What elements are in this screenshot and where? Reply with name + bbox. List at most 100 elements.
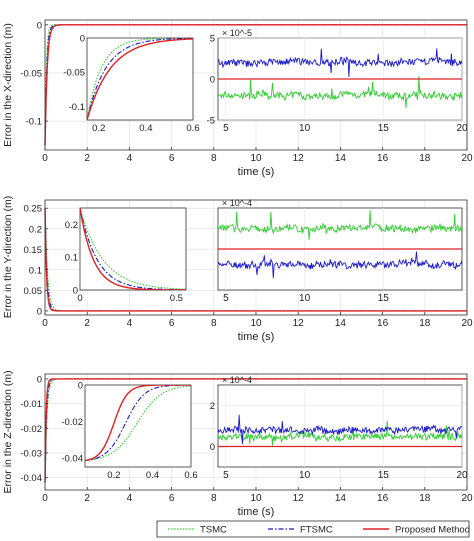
inset-y-tick-label: 0.1 <box>65 253 78 264</box>
inset-exponent-label: × 10^-4 <box>222 198 252 208</box>
legend-label-1: TSMC <box>200 525 227 536</box>
inset-transient: 0 0.5 0 0.1 0.2 <box>65 207 187 304</box>
x-tick-label: 2 <box>84 493 90 504</box>
inset-x-tick-label: 10 <box>299 470 311 481</box>
inset-frame <box>86 37 194 121</box>
inset-x-tick-label: 5 <box>223 470 229 481</box>
y-tick-label: -0.01 <box>20 399 42 410</box>
x-tick-label: 4 <box>127 318 133 329</box>
inset-series <box>87 38 193 120</box>
panel-3: 0 2 4 6 8 10 12 14 16 18 200-0.01-0.02-0.03-0.04ti… <box>2 370 473 518</box>
inset-x-tick-label: 0.2 <box>107 470 120 481</box>
inset-series-tsmc <box>218 420 462 446</box>
inset-x-tick-label: 0.4 <box>146 470 159 481</box>
inset-y-tick-label: 2 <box>210 401 215 412</box>
y-tick-label: 0.1 <box>29 265 42 276</box>
x-tick-label: 4 <box>127 153 133 164</box>
inset-y-tick-label: -0.02 <box>61 417 83 428</box>
inset-y-tick-label: 0.2 <box>65 220 78 231</box>
inset-frame <box>217 384 463 468</box>
inset-series <box>87 38 193 120</box>
y-tick-label: -0.02 <box>20 424 42 435</box>
inset-x-tick-label: 5 <box>223 293 229 304</box>
y-tick-label: 0.05 <box>24 286 43 297</box>
x-axis-label: time (s) <box>238 506 275 518</box>
legend-label-3: Proposed Method <box>395 525 470 536</box>
inset-x-tick-label: 5 <box>223 123 229 134</box>
x-tick-label: 20 <box>461 153 473 164</box>
inset-y-tick-label: 0 <box>78 381 83 392</box>
inset-steady-state: 5 10 15 × 10^-4 <box>217 198 463 304</box>
inset-y-tick-label: 0 <box>80 34 85 45</box>
panel-1: 0 2 4 6 8 10 12 14 16 18 20 0 -0.05 -0.1 time (s) Error… <box>2 19 473 178</box>
x-tick-label: 14 <box>335 318 347 329</box>
series-proposed-method <box>44 378 467 483</box>
x-axis-label: time (s) <box>238 166 275 178</box>
x-tick-label: 2 <box>84 153 90 164</box>
series-proposed-method <box>44 24 467 146</box>
y-tick-label: 0 <box>37 20 42 31</box>
x-tick-label: 12 <box>293 153 305 164</box>
x-tick-label: 16 <box>377 318 389 329</box>
inset-series-tsmc <box>218 76 462 108</box>
x-axis-label: time (s) <box>238 331 275 343</box>
legend-label-2: FTSMC <box>300 525 333 536</box>
x-tick-label: 0 <box>42 153 48 164</box>
x-tick-label: 20 <box>461 318 473 329</box>
inset-y-tick-label: 5 <box>210 34 215 45</box>
inset-frame <box>84 384 192 468</box>
inset-x-tick-label: 0 <box>77 293 82 304</box>
inset-y-tick-label: 0 <box>210 442 215 453</box>
inset-y-tick-label: 0 <box>210 75 215 86</box>
x-tick-label: 6 <box>169 493 175 504</box>
inset-x-tick-label: 20 <box>456 123 468 134</box>
inset-x-tick-label: 0.6 <box>186 123 199 134</box>
inset-transient: 0.2 0.4 0.6 -0.04 -0.02 0 <box>61 381 197 482</box>
x-tick-label: 18 <box>419 318 431 329</box>
legend-frame <box>156 520 470 538</box>
x-tick-label: 18 <box>419 493 431 504</box>
inset-series-ftsmc <box>218 251 462 279</box>
y-tick-label: 0 <box>37 306 42 317</box>
legend: TSMC FTSMC Proposed Method <box>156 520 470 538</box>
y-axis-label: Error in the X-direction (m) <box>2 23 14 147</box>
x-tick-label: 2 <box>84 318 90 329</box>
inset-x-tick-label: 10 <box>299 123 311 134</box>
x-tick-label: 10 <box>250 318 262 329</box>
inset-x-tick-label: 15 <box>378 123 390 134</box>
x-tick-label: 8 <box>211 153 217 164</box>
inset-exponent-label: × 10^-5 <box>222 28 252 38</box>
panel-2: 0 2 4 6 8 10 12 14 16 18 2000.050.10.150.20.25time… <box>2 196 473 343</box>
inset-y-tick-label: -0.05 <box>63 68 85 79</box>
inset-x-tick-label: 0.2 <box>92 123 105 134</box>
inset-series <box>80 208 186 290</box>
x-tick-label: 16 <box>377 153 389 164</box>
x-tick-label: 10 <box>250 493 262 504</box>
y-axis-label: Error in the Z-direction (m) <box>2 370 14 493</box>
inset-y-tick-label: 0 <box>73 286 78 297</box>
x-tick-label: 12 <box>293 318 305 329</box>
inset-x-tick-label: 20 <box>456 470 468 481</box>
x-tick-label: 10 <box>250 153 262 164</box>
inset-x-tick-label: 15 <box>378 470 390 481</box>
x-tick-label: 0 <box>42 318 48 329</box>
inset-series <box>80 208 186 290</box>
inset-series-ftsmc <box>218 48 462 77</box>
inset-series-tsmc <box>218 210 462 240</box>
inset-series <box>85 385 191 462</box>
inset-y-tick-label: -5 <box>207 116 215 127</box>
y-tick-label: -0.03 <box>20 448 42 459</box>
inset-transient: 0.2 0.4 0.6 -0.1 -0.05 0 <box>63 34 199 135</box>
x-tick-label: 4 <box>127 493 133 504</box>
y-tick-label: 0.15 <box>24 245 43 256</box>
x-tick-label: 18 <box>419 153 431 164</box>
x-tick-label: 16 <box>377 493 389 504</box>
inset-y-tick-label: -0.1 <box>69 102 85 113</box>
y-tick-label: -0.05 <box>20 68 42 79</box>
x-tick-label: 8 <box>211 318 217 329</box>
inset-frame <box>79 207 187 291</box>
inset-y-tick-label: -0.04 <box>61 453 83 464</box>
x-tick-label: 14 <box>335 493 347 504</box>
